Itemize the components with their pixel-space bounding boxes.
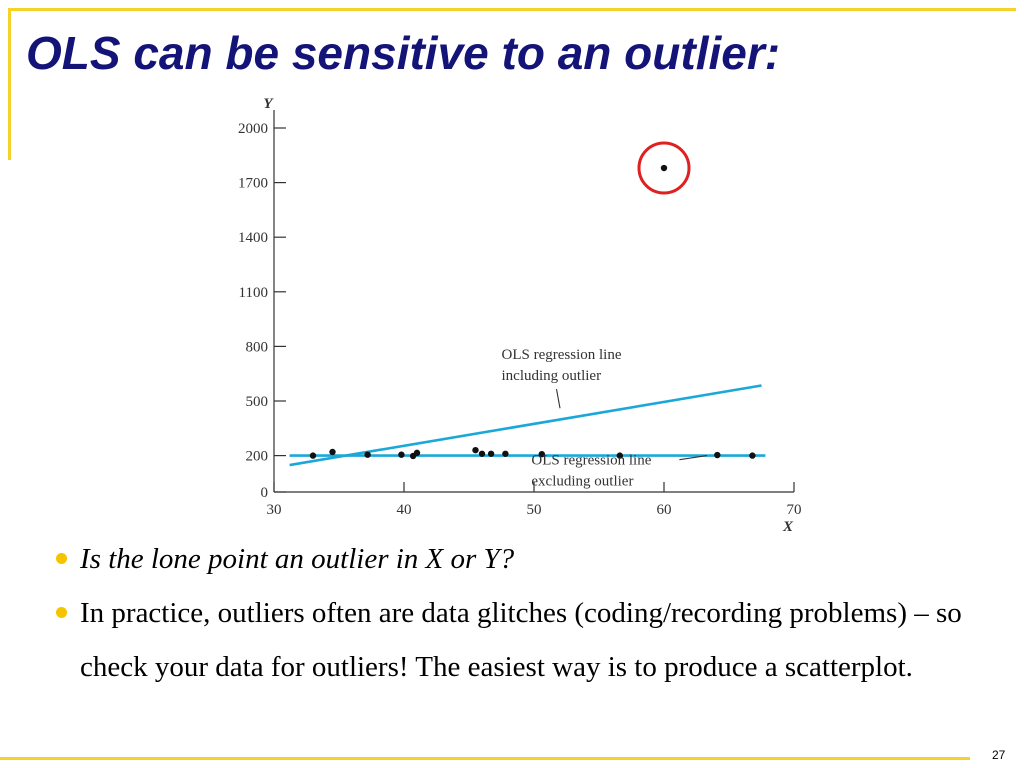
data-points [309, 141, 756, 460]
annotation-leader [679, 455, 707, 461]
y-tick-label: 1400 [238, 230, 268, 246]
x-axis-label: X [782, 519, 794, 535]
x-tick-label: 50 [527, 502, 542, 518]
bullet-dot-icon [56, 553, 67, 564]
y-tick-label: 200 [246, 449, 269, 465]
accent-frame-bottom [0, 757, 970, 760]
page-number: 27 [992, 748, 1006, 762]
accent-frame-top [8, 8, 1016, 11]
bullet-dot-icon [56, 607, 67, 618]
bullet-text: Is the lone point an outlier in X or Y? [80, 543, 515, 575]
outlier-highlight-circle [637, 141, 691, 195]
data-point [472, 446, 479, 454]
bullet-text: In practice, outliers often are data gli… [80, 597, 962, 683]
annotation-text: including outlier [502, 368, 602, 384]
regression-lines [289, 384, 766, 467]
data-point [478, 450, 486, 457]
annotation-text: OLS regression line [531, 453, 651, 469]
axes-layer: 0 200 500 800 1100 1400 1700 2000 30 40 50 60 70 Y X [238, 96, 802, 535]
data-point [398, 451, 405, 458]
slide-title: OLS can be sensitive to an outlier: [26, 27, 781, 79]
y-tick-label: 800 [246, 339, 269, 355]
y-tick-label: 2000 [238, 121, 268, 137]
data-point [502, 450, 509, 457]
x-tick-label: 60 [657, 502, 672, 518]
data-point [413, 449, 421, 457]
y-axis-label: Y [263, 96, 274, 112]
bullet-item: Is the lone point an outlier in X or Y? [56, 532, 996, 586]
y-tick-label: 1700 [238, 176, 268, 192]
annotation-leader [555, 389, 561, 409]
annotation-text: OLS regression line [502, 347, 622, 363]
data-point [538, 450, 545, 458]
accent-frame-left [8, 8, 11, 160]
data-point [714, 451, 721, 459]
x-tick-label: 30 [267, 502, 282, 518]
data-point [364, 451, 371, 458]
x-tick-label: 40 [397, 502, 412, 518]
bullet-item: In practice, outliers often are data gli… [56, 586, 996, 694]
data-point [329, 448, 336, 456]
data-point [749, 452, 756, 459]
annotation-text: excluding outlier [531, 474, 633, 490]
data-point [487, 450, 495, 457]
scatter-chart: 0 200 500 800 1100 1400 1700 2000 30 40 50 60 70 Y X O… [220, 92, 820, 540]
y-tick-label: 1100 [239, 285, 268, 301]
y-tick-label: 500 [246, 394, 269, 410]
y-tick-label: 0 [261, 485, 269, 501]
data-point [309, 452, 317, 459]
annotation: OLS regression line including outlier [502, 347, 622, 384]
x-tick-label: 70 [787, 502, 802, 518]
outlier-point [660, 164, 668, 172]
bullet-list: Is the lone point an outlier in X or Y? … [56, 532, 996, 694]
chart-svg: 0 200 500 800 1100 1400 1700 2000 30 40 50 60 70 Y X O… [238, 96, 802, 535]
annotation: OLS regression line excluding outlier [531, 453, 651, 490]
regression-line-including-outlier [289, 384, 762, 467]
data-point [616, 452, 623, 459]
